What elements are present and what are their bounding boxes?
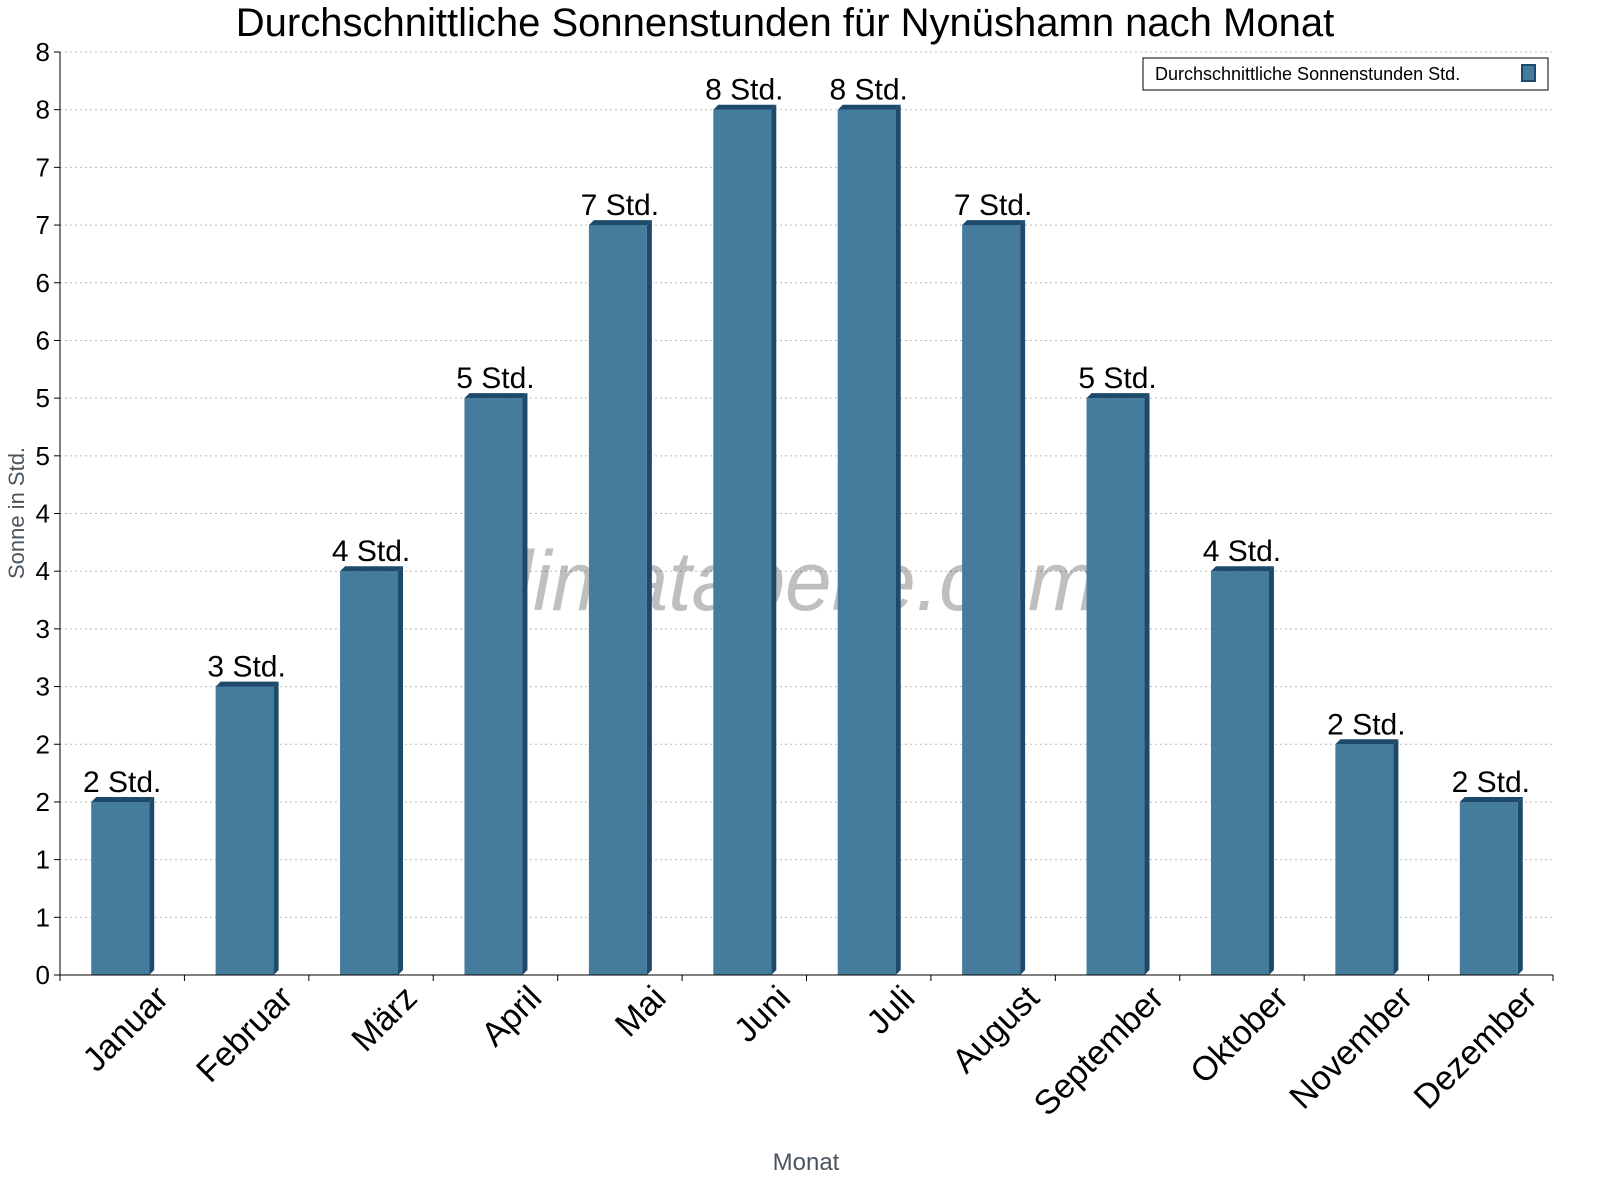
x-tick-label: November: [1282, 979, 1420, 1117]
bar-top: [962, 220, 1026, 226]
x-axis-label: Monat: [773, 1149, 840, 1176]
x-tick-label: August: [945, 978, 1047, 1080]
y-tick-label: 7: [36, 152, 50, 182]
chart-title: Durchschnittliche Sonnenstunden für Nynü…: [236, 1, 1334, 45]
bar: [962, 225, 1021, 975]
bar-side: [1517, 796, 1523, 975]
bar: [1086, 398, 1145, 975]
y-tick-label: 2: [36, 729, 50, 759]
bar-side: [1144, 393, 1150, 975]
x-tick-label: Januar: [75, 979, 175, 1079]
bar-top: [713, 104, 777, 110]
bar: [91, 801, 150, 975]
data-label: 7 Std.: [581, 189, 659, 222]
data-label: 3 Std.: [207, 651, 285, 684]
y-tick-label: 6: [36, 325, 50, 355]
bar-side: [1268, 566, 1274, 975]
bar-top: [464, 393, 528, 399]
data-label: 5 Std.: [1078, 362, 1156, 395]
bar-top: [1459, 796, 1523, 802]
data-label: 2 Std.: [1452, 766, 1530, 799]
bar: [464, 398, 523, 975]
legend-swatch: [1521, 64, 1536, 82]
data-label: 4 Std.: [332, 535, 410, 568]
bar: [1459, 801, 1518, 975]
bar: [837, 109, 896, 975]
y-tick-label: 4: [36, 556, 50, 586]
y-axis-label: Sonne in Std.: [4, 447, 29, 579]
x-tick-label: September: [1027, 979, 1171, 1123]
bar: [1335, 744, 1394, 975]
bar-top: [91, 796, 155, 802]
bar: [713, 109, 772, 975]
x-tick-label: April: [474, 979, 549, 1054]
bar-side: [1020, 220, 1026, 975]
bar-top: [1086, 393, 1150, 399]
bar: [215, 686, 274, 975]
bar-top: [340, 566, 404, 572]
bar-side: [522, 393, 528, 975]
bar: [340, 571, 399, 975]
y-tick-label: 8: [36, 37, 50, 67]
bar: [588, 225, 647, 975]
y-tick-label: 5: [36, 441, 50, 471]
y-tick-label: 2: [36, 787, 50, 817]
x-tick-label: Mai: [608, 979, 674, 1045]
data-label: 8 Std.: [705, 74, 783, 107]
data-label: 8 Std.: [830, 74, 908, 107]
x-tick-label: März: [344, 979, 424, 1059]
bar-top: [1335, 739, 1399, 745]
legend-label: Durchschnittliche Sonnenstunden Std.: [1155, 64, 1460, 84]
x-tick-label: Juli: [859, 979, 922, 1042]
bar-top: [588, 220, 652, 226]
x-tick-label: Juni: [727, 979, 798, 1050]
y-tick-label: 3: [36, 614, 50, 644]
data-label: 2 Std.: [83, 766, 161, 799]
grid-lines: [60, 51, 1553, 918]
bar-top: [837, 104, 901, 110]
legend-box: [1142, 57, 1549, 91]
y-tick-label: 8: [36, 95, 50, 125]
data-label: 5 Std.: [456, 362, 534, 395]
legend[interactable]: Durchschnittliche Sonnenstunden Std.: [1142, 57, 1549, 91]
y-tick-label: 1: [36, 845, 50, 875]
y-tick-label: 3: [36, 672, 50, 702]
bar-side: [771, 104, 777, 975]
bar-side: [149, 796, 155, 975]
data-label: 2 Std.: [1327, 708, 1405, 741]
x-tick-label: Februar: [189, 979, 300, 1090]
y-tick-label: 5: [36, 383, 50, 413]
bar-side: [273, 681, 279, 975]
y-tick-label: 1: [36, 902, 50, 932]
bar-side: [398, 566, 404, 975]
y-tick-label: 0: [36, 960, 50, 990]
bar-top: [215, 681, 279, 687]
x-tick-label: Dezember: [1407, 979, 1545, 1117]
y-tick-label: 6: [36, 268, 50, 298]
bar-side: [895, 104, 901, 975]
data-label: 4 Std.: [1203, 535, 1281, 568]
bars: 2 Std. 3 Std. 4 Std. 5 Std. 7 Std. 8 Std. 8 St…: [83, 74, 1530, 975]
x-tick-label: Oktober: [1183, 979, 1295, 1091]
data-label: 7 Std.: [954, 189, 1032, 222]
bar: [1210, 571, 1269, 975]
bar-top: [1210, 566, 1274, 572]
bar-side: [1393, 739, 1399, 975]
bar-side: [646, 220, 652, 975]
y-tick-label: 4: [36, 499, 50, 529]
y-tick-label: 7: [36, 210, 50, 240]
